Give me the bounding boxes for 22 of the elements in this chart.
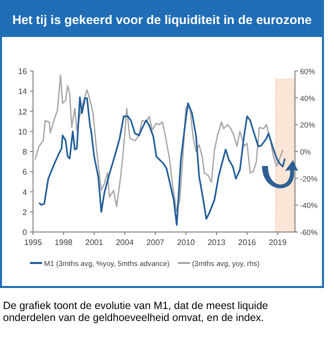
- y-tick-label: 2: [22, 208, 28, 217]
- x-tick-label: 2013: [208, 238, 226, 247]
- line-series: [34, 74, 284, 213]
- y-tick-label: 10: [18, 127, 28, 136]
- x-tick-label: 1995: [24, 238, 42, 247]
- y-tick-label: 14: [18, 87, 28, 96]
- x-tick-label: 2010: [177, 238, 196, 247]
- x-tick-label: 2019: [268, 238, 288, 247]
- y-tick-label: 6: [22, 168, 28, 177]
- y-tick-label: 4: [22, 188, 28, 197]
- x-tick-label: 2004: [116, 238, 134, 247]
- line-series: [38, 96, 286, 226]
- x-tick-label: 2016: [238, 238, 257, 247]
- y-tick-label: 12: [18, 107, 28, 116]
- y-tick-label: 8: [22, 148, 28, 156]
- chart-title: Het tij is gekeerd voor de liquiditeit in de eurozone: [12, 13, 312, 27]
- x-tick-label: 1998: [54, 238, 74, 247]
- x-tick-label: 2007: [146, 238, 165, 247]
- y-tick-label: 0: [22, 228, 28, 237]
- x-tick-label: 2001: [85, 238, 104, 247]
- text: De grafiek toont de evolutie van M1, dat de meest liquide onderdelen van de geldhoeveelheid omvat, en de index.: [3, 300, 268, 324]
- y-tick-label: 16: [18, 67, 28, 76]
